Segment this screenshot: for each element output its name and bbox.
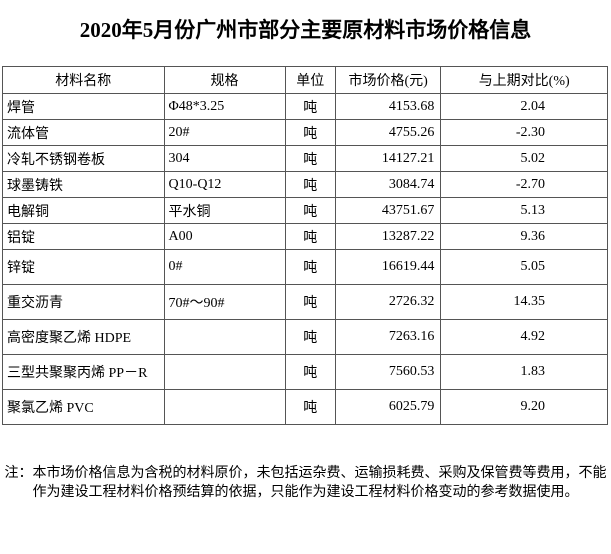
table-cell: 焊管	[2, 93, 165, 120]
table-cell: 43751.67	[334, 197, 442, 224]
table-cell: 9.36	[440, 223, 608, 250]
table-cell: 电解铜	[2, 197, 165, 224]
table-cell: 吨	[284, 389, 336, 425]
table-cell: 0#	[163, 249, 286, 285]
table-cell: 9.20	[440, 389, 608, 425]
table-cell: 3084.74	[334, 171, 442, 198]
table-row: 冷轧不锈钢卷板 304 吨 14127.21 5.02	[2, 145, 608, 172]
table-cell: 铝锭	[2, 223, 165, 250]
table-cell: 16619.44	[334, 249, 442, 285]
table-cell: 2726.32	[334, 284, 442, 320]
table-cell: 吨	[284, 284, 336, 320]
table-cell: 吨	[284, 93, 336, 120]
table-cell: 304	[163, 145, 286, 172]
table-cell: 聚氯乙烯 PVC	[2, 389, 165, 425]
table-cell: 重交沥青	[2, 284, 165, 320]
table-cell: 冷轧不锈钢卷板	[2, 145, 165, 172]
table-cell: Q10-Q12	[163, 171, 286, 198]
table-cell: 高密度聚乙烯 HDPE	[2, 319, 165, 355]
table-cell: 锌锭	[2, 249, 165, 285]
price-table: 材料名称 规格 单位 市场价格(元) 与上期对比(%) 焊管 Φ48*3.25 吨 4153.…	[2, 66, 608, 425]
table-cell: 吨	[284, 197, 336, 224]
table-cell: 1.83	[440, 354, 608, 390]
header-cell: 与上期对比(%)	[440, 66, 608, 94]
table-cell: 20#	[163, 119, 286, 146]
table-cell: 7263.16	[334, 319, 442, 355]
table-row: 焊管 Φ48*3.25 吨 4153.68 2.04	[2, 93, 608, 120]
table-cell: -2.70	[440, 171, 608, 198]
table-cell: Φ48*3.25	[163, 93, 286, 120]
table-cell: 球墨铸铁	[2, 171, 165, 198]
table-cell: 4153.68	[334, 93, 442, 120]
table-row: 高密度聚乙烯 HDPE 吨 7263.16 4.92	[2, 319, 608, 355]
table-cell: 吨	[284, 249, 336, 285]
table-cell	[163, 389, 286, 425]
table-cell: 70#～90#	[163, 284, 286, 320]
table-cell: 吨	[284, 354, 336, 390]
table-row: 电解铜 平水铜吨 43751.67 5.13	[2, 197, 608, 224]
table-cell: 吨	[284, 119, 336, 146]
header-cell: 规格	[163, 66, 286, 94]
table-cell: 14127.21	[334, 145, 442, 172]
table-cell: 吨	[284, 145, 336, 172]
table-cell: 吨	[284, 171, 336, 198]
table-cell: A00	[163, 223, 286, 250]
table-row: 球墨铸铁 Q10-Q12 吨 3084.74 -2.70	[2, 171, 608, 198]
table-cell: 14.35	[440, 284, 608, 320]
table-cell: 平水铜	[163, 197, 286, 224]
note: 注：本市场价格信息为含税的材料原价，未包括运杂费、运输损耗费、采购及保管费等费用…	[4, 466, 607, 500]
table-cell: 流体管	[2, 119, 165, 146]
table-cell: 4.92	[440, 319, 608, 355]
table-row: 铝锭 A00 吨 13287.22 9.36	[2, 223, 608, 250]
table-cell: 2.04	[440, 93, 608, 120]
table-cell: 6025.79	[334, 389, 442, 425]
table-row: 流体管 20# 吨 4755.26 -2.30	[2, 119, 608, 146]
header-cell: 材料名称	[2, 66, 165, 94]
header-cell: 市场价格(元)	[334, 66, 442, 94]
table-row: 聚氯乙烯 PVC 吨 6025.79 9.20	[2, 389, 608, 425]
table-cell: 5.05	[440, 249, 608, 285]
table-cell: 7560.53	[334, 354, 442, 390]
header-cell: 单位	[284, 66, 336, 94]
table-row: 重交沥青 70#～90# 吨 2726.32 14.35	[2, 284, 608, 320]
table-cell: 三型共聚聚丙烯 PP－R	[2, 354, 165, 390]
page-title: 2020年5月份广州市部分主要原材料市场价格信息	[79, 18, 532, 42]
table-cell: 吨	[284, 223, 336, 250]
table-cell: 吨	[284, 319, 336, 355]
table-row: 三型共聚聚丙烯 PP－R 吨 7560.53 1.83	[2, 354, 608, 390]
table-cell: 13287.22	[334, 223, 442, 250]
table-cell: 5.13	[440, 197, 608, 224]
table-cell	[163, 354, 286, 390]
table-cell: -2.30	[440, 119, 608, 146]
table-row: 锌锭 0# 吨 16619.44 5.05	[2, 249, 608, 285]
table-cell: 4755.26	[334, 119, 442, 146]
table-cell: 5.02	[440, 145, 608, 172]
table-cell	[163, 319, 286, 355]
header-row: 材料名称 规格 单位 市场价格(元) 与上期对比(%)	[2, 66, 608, 94]
